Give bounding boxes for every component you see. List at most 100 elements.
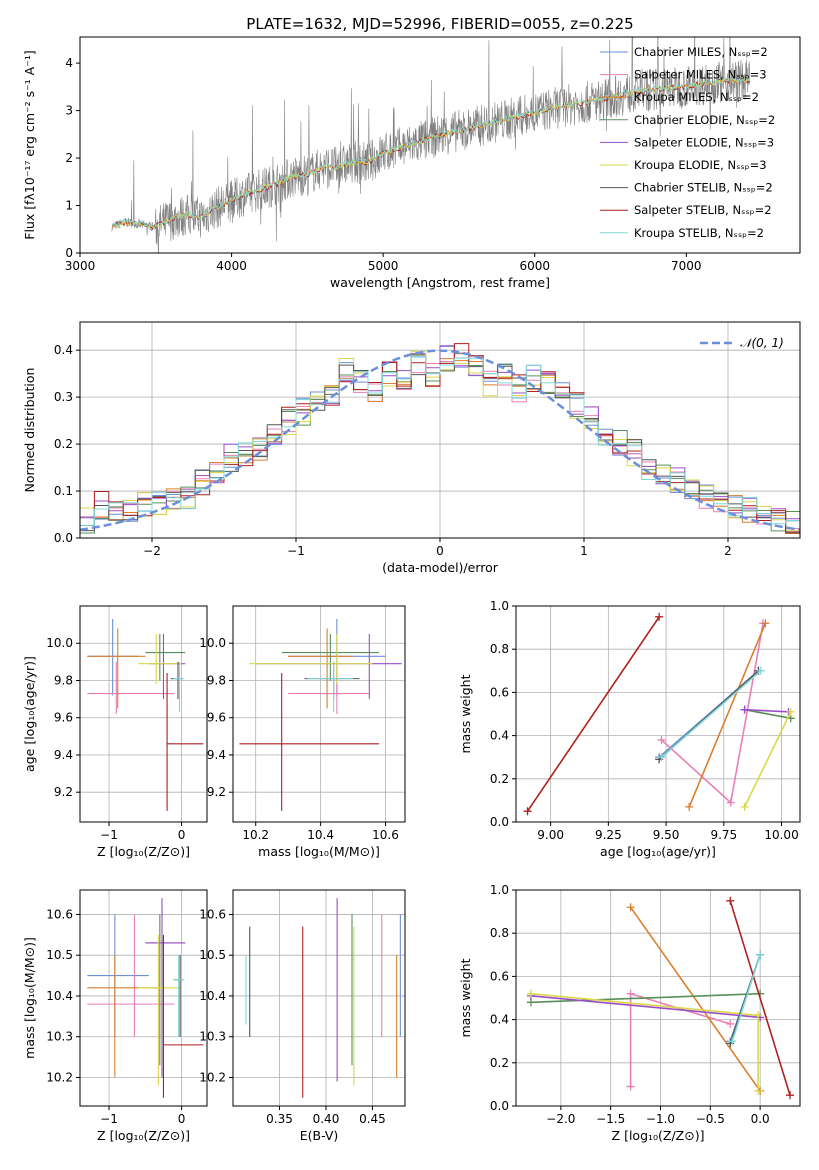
y-tick-label: 9.4 — [207, 748, 226, 762]
age-vs-metallicity-panel: −1 0 9.2 9.4 9.6 9.8 10.0 Z [log₁₀(Z/Z⊙)] age [l… — [22, 605, 208, 859]
mass-weight-point-marker — [657, 735, 666, 744]
x-tick-label: 9.50 — [653, 828, 680, 842]
mass-weight-point-marker — [526, 989, 535, 998]
mass-weight-series-line — [530, 992, 761, 1004]
y-tick-label: 0.0 — [490, 815, 509, 829]
axes-frame — [232, 605, 406, 823]
legend-entry: Kroupa STELIB, Nₛₛₚ=2 — [634, 226, 764, 240]
x-tick-label: 10.6 — [372, 828, 399, 842]
histogram-step-line — [80, 356, 800, 538]
mass-weight-series-line — [530, 995, 761, 1019]
y-tick-label: 0.2 — [54, 437, 73, 451]
x-tick-label: 10.4 — [307, 828, 334, 842]
y-tick-label: 10.5 — [199, 948, 226, 962]
x-tick-label: 9.00 — [537, 828, 564, 842]
age-vs-mass-panel: 10.2 10.4 10.6 9.2 9.4 9.6 9.8 10.0 mass [log₁₀(… — [199, 605, 406, 859]
x-tick-label: 0.45 — [359, 1112, 386, 1126]
y-axis-label: mass weight — [458, 958, 473, 1037]
y-tick-label: 2 — [65, 151, 73, 165]
x-axis-label: Z [log₁₀(Z/Z⊙)] — [97, 844, 190, 859]
mass-weight-point-marker — [726, 1019, 735, 1028]
mass-weight-point-marker — [626, 903, 635, 912]
legend-entry: Chabrier MILES, Nₛₛₚ=2 — [634, 45, 768, 59]
legend-entry: Chabrier ELODIE, Nₛₛₚ=2 — [634, 113, 775, 127]
mass-weight-point-marker — [726, 896, 735, 905]
mass-weight-series-line — [729, 900, 791, 1096]
mass-weight-series-line — [688, 622, 767, 808]
mass-weight-point-marker — [740, 802, 749, 811]
mass-weight-point-marker — [523, 807, 532, 816]
legend-entry: Salpeter STELIB, Nₛₛₚ=2 — [634, 203, 772, 217]
legend-entry: Kroupa MILES, Nₛₛₚ=2 — [634, 90, 759, 104]
model-spectrum-line — [111, 76, 751, 230]
x-tick-label: −1.5 — [596, 1112, 625, 1126]
y-tick-label: 0.2 — [490, 772, 509, 786]
legend-entry: Salpeter ELODIE, Nₛₛₚ=3 — [634, 135, 774, 149]
x-tick-label: −2 — [143, 544, 161, 558]
y-tick-label: 10.2 — [46, 1070, 73, 1084]
x-axis-label: E(B-V) — [300, 1128, 339, 1143]
y-tick-label: 0 — [65, 246, 73, 260]
mass-weight-series-line — [743, 711, 792, 808]
axes-frame — [232, 889, 406, 1107]
y-tick-label: 10.4 — [46, 989, 73, 1003]
residual-histogram-panel: −2 −1 0 1 2 0.0 0.1 0.2 0.3 0.4 (data-model)/error… — [22, 321, 801, 575]
x-tick-label: 7000 — [671, 259, 702, 273]
y-tick-label: 9.4 — [54, 748, 73, 762]
plot-area — [80, 343, 800, 538]
x-tick-label: 9.25 — [595, 828, 622, 842]
mass-weight-series-line — [744, 708, 791, 720]
y-tick-label: 9.6 — [54, 711, 73, 725]
legend-entry: Salpeter MILES, Nₛₛₚ=3 — [634, 68, 767, 82]
y-axis-label: mass [log₁₀(M/M⊙)] — [22, 937, 37, 1059]
y-axis-label: age [log₁₀(age/yr)] — [22, 656, 37, 772]
x-tick-label: −2.0 — [546, 1112, 575, 1126]
mass-weight-point-marker — [726, 798, 735, 807]
y-axis-label: Normed distribution — [22, 368, 37, 493]
plot-area — [245, 898, 401, 1098]
x-tick-label: 10.00 — [764, 828, 798, 842]
y-tick-label: 10.2 — [199, 1070, 226, 1084]
x-tick-label: −0.5 — [696, 1112, 725, 1126]
x-tick-label: 5000 — [368, 259, 399, 273]
axes-frame — [79, 889, 208, 1107]
x-tick-label: 0 — [178, 1112, 186, 1126]
x-tick-label: 4000 — [216, 259, 247, 273]
mass-weight-series-line — [744, 708, 789, 713]
mass-weight-point-marker — [685, 802, 694, 811]
y-axis-label: mass weight — [458, 674, 473, 753]
y-tick-label: 4 — [65, 56, 73, 70]
mass-weight-point-marker — [786, 707, 795, 716]
mass-weight-point-marker — [626, 989, 635, 998]
mass-vs-ebv-panel: 0.35 0.40 0.45 10.2 10.3 10.4 10.5 10.6 E(B-V) — [199, 889, 406, 1143]
axes-frame — [515, 889, 801, 1107]
plot-area — [239, 619, 402, 811]
mass-weight-series-line — [530, 992, 759, 1091]
x-tick-label: 1 — [580, 544, 588, 558]
model-spectrum-line — [111, 78, 751, 230]
mass-weight-series-line — [526, 616, 660, 812]
x-tick-label: 2 — [724, 544, 732, 558]
legend-entry: Kroupa ELODIE, Nₛₛₚ=3 — [634, 158, 767, 172]
y-tick-label: 0.0 — [54, 531, 73, 545]
mass-weight-point-marker — [655, 612, 664, 621]
y-tick-label: 0.8 — [490, 642, 509, 656]
mass-weight-point-marker — [754, 1011, 763, 1020]
y-tick-label: 9.8 — [207, 673, 226, 687]
x-tick-label: −1 — [100, 828, 118, 842]
y-tick-label: 0.4 — [54, 343, 73, 357]
y-tick-label: 3 — [65, 104, 73, 118]
x-tick-label: −1.0 — [646, 1112, 675, 1126]
legend-entry: Chabrier STELIB, Nₛₛₚ=2 — [634, 181, 773, 195]
x-tick-label: 9.75 — [710, 828, 737, 842]
y-tick-label: 0.3 — [54, 390, 73, 404]
x-tick-label: 0 — [436, 544, 444, 558]
y-tick-label: 1.0 — [490, 599, 509, 613]
y-tick-label: 10.6 — [46, 907, 73, 921]
y-tick-label: 10.6 — [199, 907, 226, 921]
x-axis-label: wavelength [Angstrom, rest frame] — [330, 275, 550, 290]
mass-weight-point-marker — [740, 705, 749, 714]
x-axis-label: (data-model)/error — [382, 560, 499, 575]
x-axis-label: age [log₁₀(age/yr)] — [600, 844, 716, 859]
